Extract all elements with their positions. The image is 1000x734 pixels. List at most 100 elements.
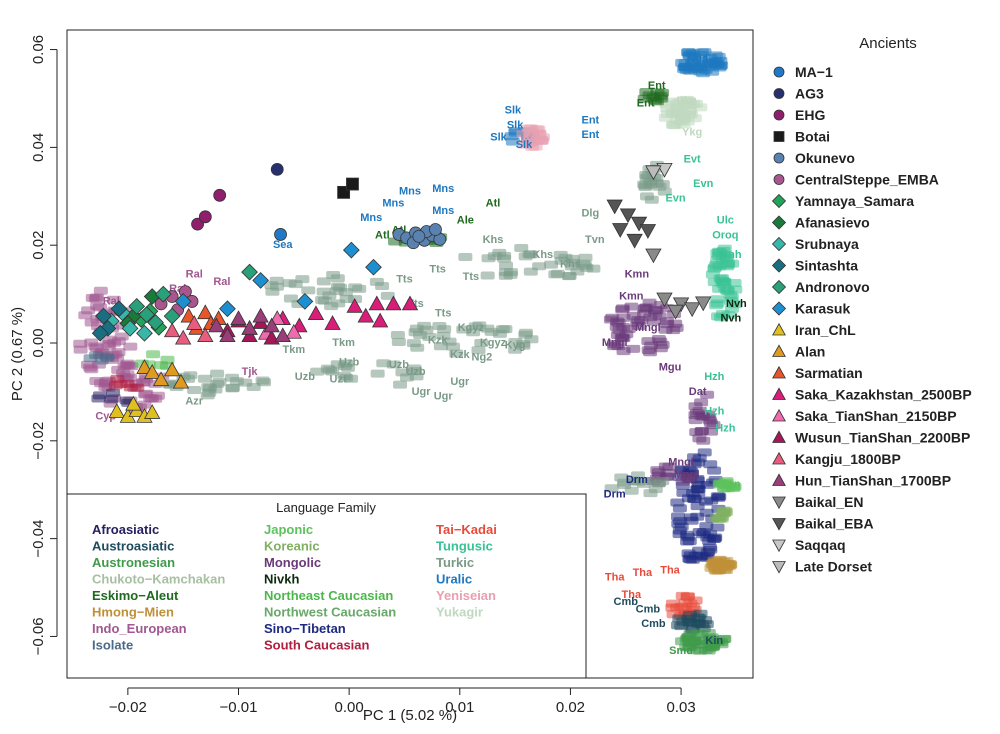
population-label: Khs: [560, 259, 581, 271]
ancients-legend-label: Iran_ChL: [795, 322, 856, 338]
ancients-legend-label: Karasuk: [795, 301, 850, 317]
ancient-point: [667, 304, 684, 320]
ancient-point: [656, 292, 673, 308]
ancients-legend-entry: Iran_ChL: [772, 322, 856, 338]
ancient-point: [208, 317, 225, 333]
cluster-6: [162, 369, 272, 400]
cluster-mark: [658, 113, 673, 122]
cluster-mark: [380, 291, 395, 300]
language-legend-entry: Afroasiatic: [92, 522, 159, 537]
cluster-15: [637, 87, 670, 106]
cluster-mark: [687, 114, 702, 123]
population-label: Kyg: [505, 339, 526, 351]
ancients-legend-entry: Sarmatian: [772, 365, 863, 381]
cluster-mark: [326, 271, 341, 280]
cluster-mark: [626, 476, 641, 485]
cluster-mark: [106, 295, 121, 304]
ancients-legend-label: MA−1: [795, 64, 833, 80]
cluster-mark: [316, 277, 331, 286]
cluster-mark: [682, 107, 697, 116]
y-tick-label: 0.00: [30, 328, 47, 357]
language-legend-entry: Austronesian: [92, 555, 175, 570]
ancients-legend-marker: [772, 518, 786, 531]
ancient-point: [121, 319, 139, 337]
population-label: Tha: [633, 567, 653, 579]
ancient-point: [619, 208, 637, 224]
x-axis-label: PC 1 (5.02 %): [363, 707, 457, 724]
x-tick-label: 0.03: [666, 699, 695, 716]
cluster-28: [674, 628, 732, 655]
y-tick-label: 0.02: [30, 231, 47, 260]
ancients-legend-marker: [772, 451, 786, 465]
cluster-mark: [609, 323, 624, 332]
population-label: Ket: [523, 131, 541, 143]
population-label: Kgyz: [480, 337, 507, 349]
language-legend-entry: Yukagir: [436, 605, 483, 620]
ancient-point: [128, 297, 146, 315]
population-label: Mgu: [659, 361, 682, 373]
ancient-point: [252, 272, 269, 289]
cluster-mark: [458, 253, 473, 262]
ancient-point: [198, 210, 212, 224]
cluster-mark: [710, 523, 725, 532]
cluster-8: [390, 321, 539, 358]
cluster-mark: [301, 286, 316, 295]
cluster-mark: [707, 466, 722, 475]
cluster-mark: [725, 481, 740, 490]
cluster-mark: [108, 381, 123, 390]
language-legend-title: Language Family: [276, 500, 376, 515]
cluster-mark: [408, 367, 423, 376]
ancient-point: [197, 304, 214, 320]
cluster-mark: [670, 498, 685, 507]
population-clusters: [73, 48, 743, 655]
cluster-mark: [432, 321, 447, 330]
cluster-mark: [650, 97, 665, 106]
cluster-24: [709, 506, 734, 524]
ancient-point: [174, 293, 192, 310]
cluster-mark: [720, 260, 735, 269]
x-axis: −0.02 −0.01 0.00 0.01 0.02 0.03: [109, 687, 696, 716]
ancient-point: [163, 322, 181, 338]
language-legend-entry: Northwest Caucasian: [264, 605, 396, 620]
population-label: Dlg: [581, 207, 599, 219]
ancient-series-12: [108, 395, 161, 423]
ancients-legend-entry: Saqqaq: [772, 537, 846, 553]
language-legend-entry: Tungusic: [436, 539, 493, 554]
y-axis: −0.06 −0.04 −0.02 0.00 0.02 0.04 0.06: [30, 35, 58, 655]
y-tick-label: −0.06: [30, 617, 47, 655]
ancients-legend-marker: [772, 365, 786, 379]
population-label: Nnh: [720, 249, 742, 261]
ancient-series-18: [163, 315, 214, 345]
cluster-mark: [684, 516, 699, 525]
cluster-mark: [325, 367, 340, 376]
cluster-mark: [433, 342, 448, 351]
cluster-22: [604, 471, 670, 498]
population-label: Cmb: [614, 596, 639, 608]
population-label: Uzb: [405, 366, 425, 378]
ancients-legend-entry: Alan: [772, 344, 825, 360]
ancients-legend-entry: EHG: [773, 107, 825, 123]
ancient-point: [197, 327, 214, 343]
y-tick-label: −0.02: [30, 422, 47, 460]
cluster-mark: [720, 286, 735, 295]
cluster-mark: [472, 321, 487, 330]
cluster-mark: [679, 95, 694, 104]
ancients-legend-label: Srubnaya: [795, 236, 859, 252]
cluster-mark: [693, 646, 708, 655]
population-label: Uzb: [339, 356, 359, 368]
ancient-point: [252, 307, 269, 323]
cluster-mark: [694, 427, 709, 436]
population-label: Ulc: [717, 215, 734, 227]
ancient-point: [371, 312, 389, 328]
cluster-mark: [122, 373, 137, 382]
cluster-mark: [521, 139, 536, 148]
ancients-legend-marker: [773, 152, 785, 164]
ancient-series-11: [174, 241, 382, 318]
population-label: Slk: [516, 139, 533, 151]
ancients-legend-label: Sintashta: [795, 258, 858, 274]
y-tick-label: 0.04: [30, 133, 47, 162]
ancients-legend-label: Baikal_EN: [795, 494, 863, 510]
cluster-mark: [514, 244, 529, 253]
population-label: Drm: [604, 489, 626, 501]
language-legend-entry: Mongolic: [264, 555, 321, 570]
